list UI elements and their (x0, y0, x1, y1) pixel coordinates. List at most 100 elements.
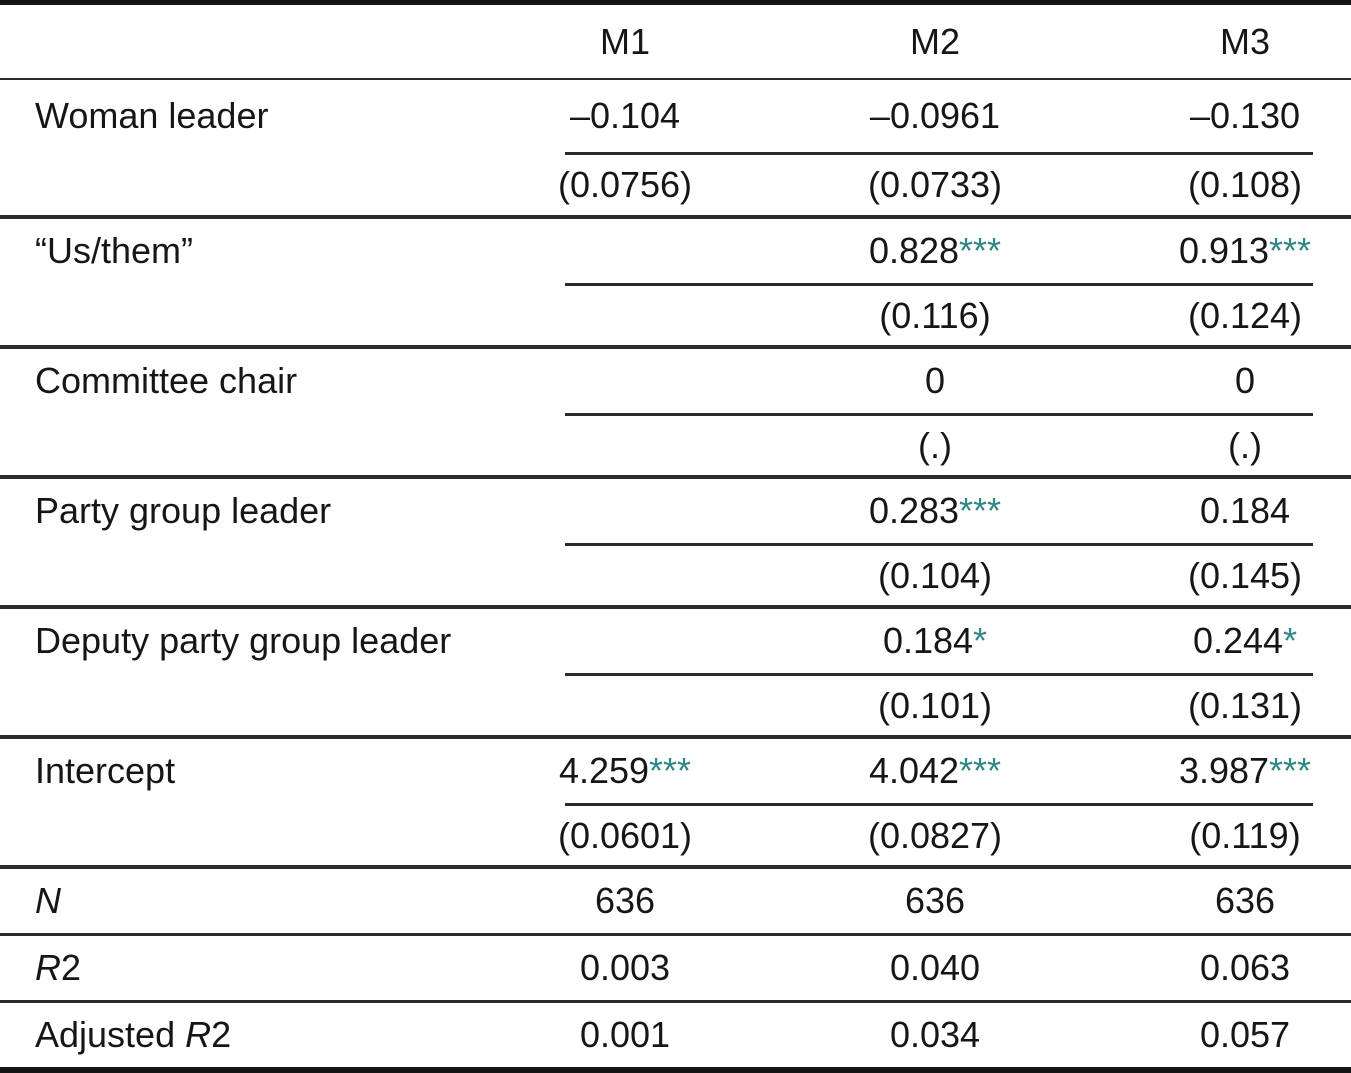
coef-value: 0.913 (1178, 230, 1270, 271)
coef-cell: 0.184 (1085, 490, 1351, 532)
se-cell: (0.0756) (557, 164, 693, 205)
row-label: Intercept (35, 750, 176, 791)
stats-row-adjusted-r2: Adjusted R2 0.001 0.034 0.057 (0, 1000, 1351, 1067)
coefficient-row: “Us/them” 0.828*** 0.913*** (0, 219, 1351, 283)
coef-se-divider (565, 543, 1313, 546)
stats-label-prefix: Adjusted (35, 1014, 186, 1055)
coef-value: 4.259 (558, 750, 650, 791)
column-header-m1: M1 (599, 20, 650, 62)
standard-error-row: (0.101) (0.131) (0, 676, 1351, 735)
coef-cell: 0.184* (785, 620, 1085, 662)
stats-value-cell: 0.003 (579, 947, 671, 988)
coef-value: –0.0961 (869, 95, 1001, 136)
significance-stars: *** (1269, 750, 1312, 791)
standard-error-row: (0.104) (0.145) (0, 546, 1351, 605)
coef-value: –0.104 (569, 95, 681, 136)
significance-stars: * (973, 620, 988, 661)
stats-value-cell: 636 (1214, 880, 1276, 921)
stats-label-italic: R (35, 947, 61, 988)
coef-value: 0 (1234, 360, 1256, 401)
significance-stars: *** (959, 750, 1002, 791)
coef-cell: 0.244* (1085, 620, 1351, 662)
coef-cell: –0.130 (1085, 95, 1351, 137)
stats-label: N (0, 880, 465, 922)
stats-row-r2: R2 0.003 0.040 0.063 (0, 933, 1351, 1000)
standard-error-row: (.) (.) (0, 416, 1351, 475)
stats-value-cell: 0.001 (579, 1014, 671, 1055)
stats-label-italic: R (185, 1014, 212, 1055)
row-label: Party group leader (35, 490, 332, 531)
coef-se-divider (565, 283, 1313, 286)
column-header-m3: M3 (1219, 20, 1270, 62)
coef-se-divider (565, 413, 1313, 416)
stats-row-n: N 636 636 636 (0, 869, 1351, 933)
stats-label: Adjusted R2 (0, 1014, 465, 1056)
row-group-us-them: “Us/them” 0.828*** 0.913*** (0.116) (0.1… (0, 219, 1351, 349)
se-cell: (0.145) (1187, 554, 1303, 596)
column-header-m2: M2 (909, 20, 960, 62)
row-label: “Us/them” (35, 230, 194, 271)
coef-value: 0.184 (1199, 490, 1291, 531)
coef-value: 0.244 (1192, 620, 1284, 661)
coef-cell: 0.913*** (1085, 230, 1351, 272)
coef-cell: –0.104 (465, 95, 785, 137)
se-cell: (0.0733) (867, 164, 1003, 205)
se-cell: (0.116) (879, 294, 991, 336)
table-header-row: M1 M2 M3 (0, 5, 1351, 80)
se-cell: (0.0601) (557, 814, 693, 856)
se-cell: (0.101) (877, 684, 993, 726)
coef-cell: 0 (1085, 360, 1351, 402)
coefficient-row: Woman leader –0.104 –0.0961 –0.130 (0, 80, 1351, 152)
se-cell: (0.131) (1187, 684, 1303, 726)
se-cell: (0.124) (1187, 294, 1303, 336)
standard-error-row: (0.0756) (0.0733) (0.108) (0, 155, 1351, 215)
stats-value-cell: 0.034 (889, 1014, 981, 1055)
significance-stars: *** (649, 750, 692, 791)
significance-stars: * (1283, 620, 1298, 661)
stats-label-italic: N (35, 880, 61, 921)
coef-cell: –0.0961 (785, 95, 1085, 137)
row-label: Woman leader (35, 95, 269, 136)
coef-value: 0.283 (868, 490, 960, 531)
coefficient-row: Intercept 4.259*** 4.042*** 3.987*** (0, 739, 1351, 803)
stats-label-suffix: 2 (61, 947, 82, 988)
coef-value: 0.828 (868, 230, 960, 271)
row-group-woman-leader: Woman leader –0.104 –0.0961 –0.130 (0.07… (0, 80, 1351, 219)
row-group-party-group-leader: Party group leader 0.283*** 0.184 (0.104… (0, 479, 1351, 609)
coef-se-divider (565, 673, 1313, 676)
stats-value-cell: 636 (904, 880, 966, 921)
standard-error-row: (0.0601) (0.0827) (0.119) (0, 806, 1351, 865)
coef-value: –0.130 (1189, 95, 1301, 136)
coef-se-divider (565, 803, 1313, 806)
row-group-deputy-party-group-leader: Deputy party group leader 0.184* 0.244* … (0, 609, 1351, 739)
coef-value: 0 (924, 360, 946, 401)
stats-value-cell: 636 (594, 880, 656, 921)
coefficient-row: Party group leader 0.283*** 0.184 (0, 479, 1351, 543)
row-group-committee-chair: Committee chair 0 0 (.) (.) (0, 349, 1351, 479)
se-cell: (.) (1228, 424, 1262, 466)
coef-cell: 3.987*** (1085, 750, 1351, 792)
se-cell: (0.104) (877, 554, 993, 596)
coefficient-row: Committee chair 0 0 (0, 349, 1351, 413)
coef-cell: 0 (785, 360, 1085, 402)
se-cell: (.) (918, 424, 952, 466)
stats-value-cell: 0.040 (889, 947, 981, 988)
row-label: Deputy party group leader (35, 620, 452, 661)
coef-cell: 0.283*** (785, 490, 1085, 532)
coefficient-row: Deputy party group leader 0.184* 0.244* (0, 609, 1351, 673)
se-cell: (0.0827) (867, 814, 1003, 856)
significance-stars: *** (959, 230, 1002, 271)
significance-stars: *** (959, 490, 1002, 531)
coef-value: 0.184 (882, 620, 974, 661)
stats-value-cell: 0.063 (1199, 947, 1291, 988)
significance-stars: *** (1269, 230, 1312, 271)
coef-value: 3.987 (1178, 750, 1270, 791)
stats-label: R2 (0, 947, 465, 989)
stats-label-suffix: 2 (211, 1014, 232, 1055)
coef-value: 4.042 (868, 750, 960, 791)
stats-value-cell: 0.057 (1199, 1014, 1291, 1055)
coef-cell: 0.828*** (785, 230, 1085, 272)
se-cell: (0.119) (1189, 814, 1301, 856)
coef-cell: 4.259*** (465, 750, 785, 792)
